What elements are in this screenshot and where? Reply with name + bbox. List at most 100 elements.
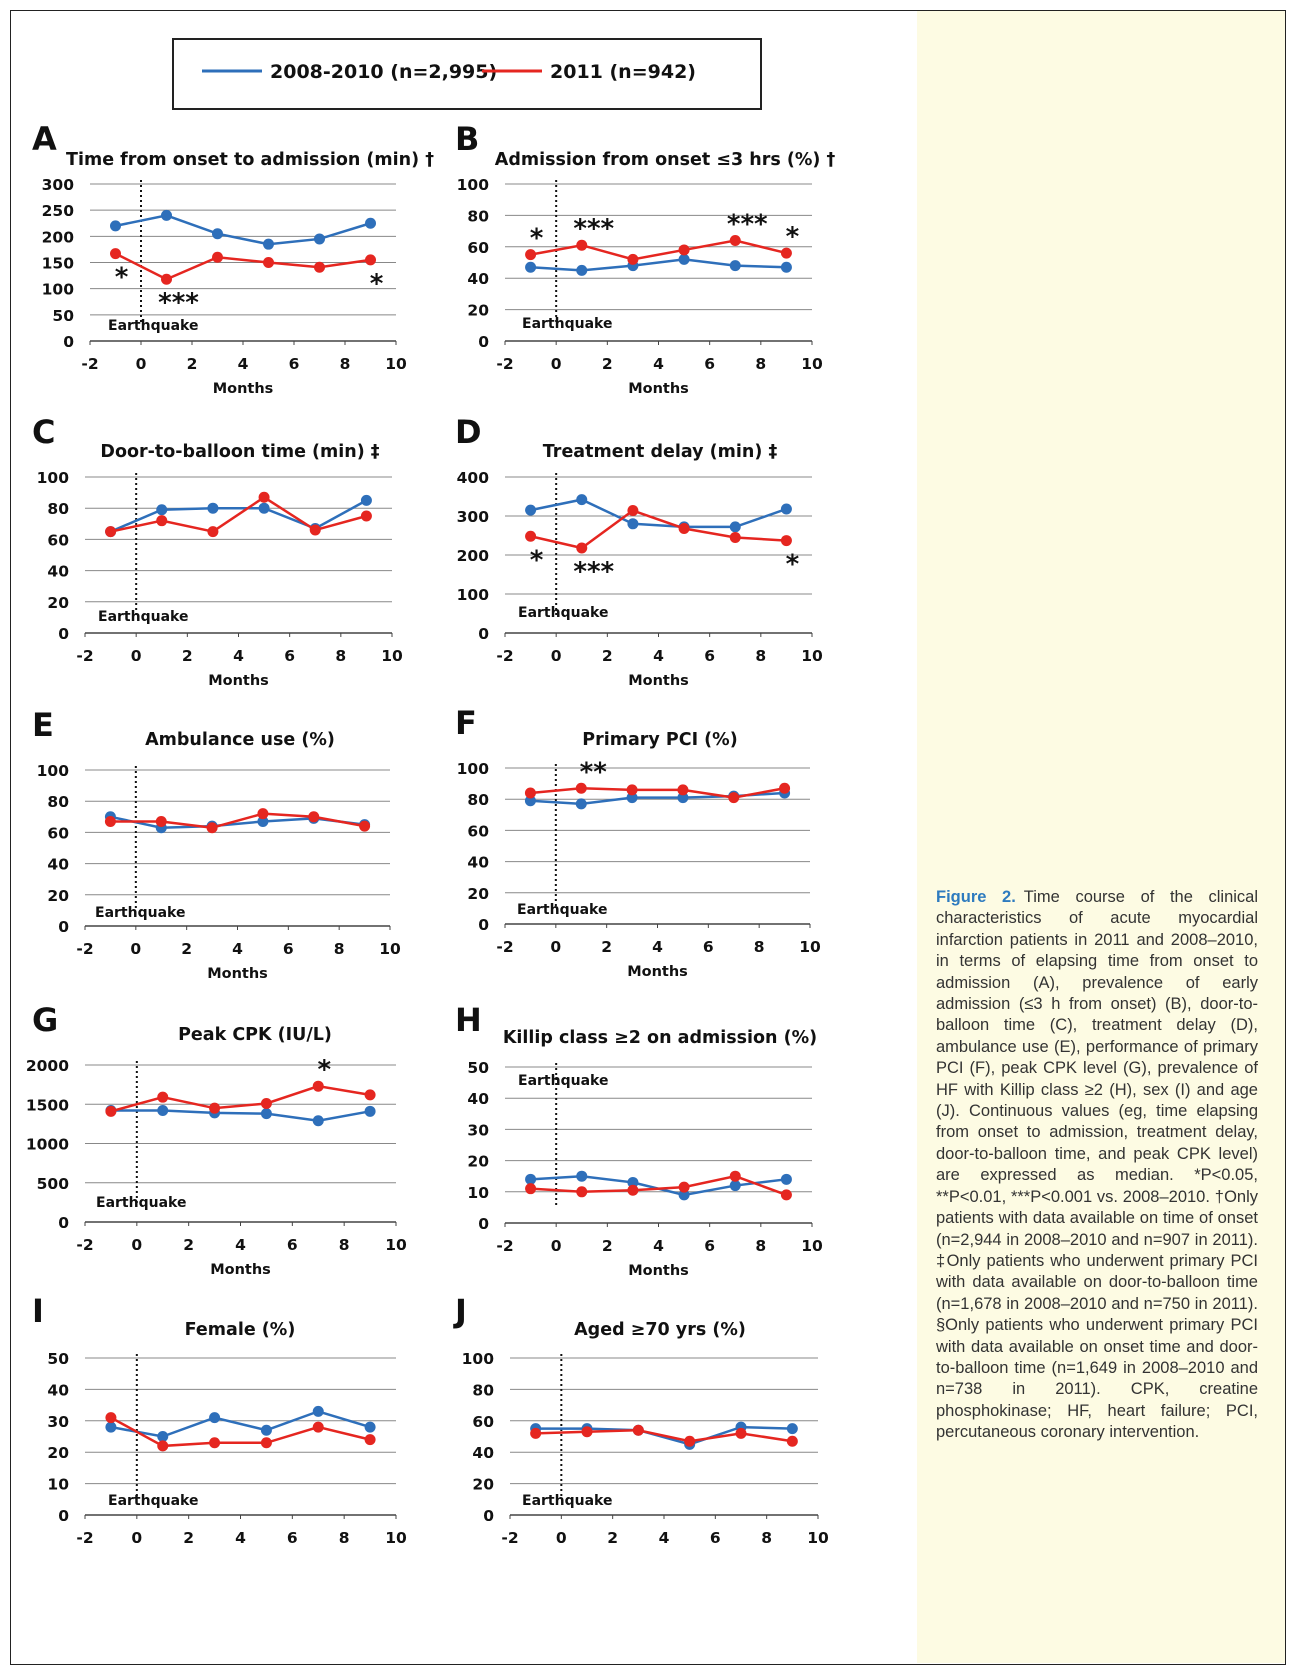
x-tick-label: -2	[81, 355, 98, 373]
significance-marker: *	[786, 222, 800, 252]
y-tick-label: 0	[478, 333, 489, 351]
y-tick-label: 40	[47, 1381, 69, 1399]
data-point	[780, 1189, 792, 1201]
chart-title: Treatment delay (min) ‡	[543, 442, 778, 462]
chart-panel-j: J Aged ≥70 yrs (%) 0 20 40 60 80 100 -2 0 2 4 6 8 10 Ea…	[453, 1292, 829, 1547]
data-point	[207, 502, 219, 514]
data-point	[524, 795, 536, 807]
data-point	[525, 1183, 537, 1195]
x-axis-label: Months	[627, 964, 688, 980]
y-tick-label: 250	[42, 202, 75, 220]
x-tick-label: 0	[130, 940, 141, 958]
data-point	[209, 1437, 221, 1449]
chart-title: Admission from onset ≤3 hrs (%) †	[495, 150, 836, 170]
data-point	[581, 1426, 593, 1438]
earthquake-label: Earthquake	[95, 905, 185, 921]
y-tick-label: 200	[42, 228, 75, 246]
y-tick-label: 80	[47, 793, 69, 811]
panel-letter: F	[455, 704, 477, 742]
x-tick-label: 2	[181, 940, 192, 958]
data-point	[678, 1181, 690, 1193]
data-point	[626, 784, 638, 796]
data-point	[105, 1412, 117, 1424]
y-tick-label: 80	[47, 500, 69, 518]
data-point	[780, 261, 792, 273]
y-tick-label: 1500	[26, 1096, 69, 1114]
x-tick-label: 0	[556, 1529, 567, 1547]
x-tick-label: -2	[496, 355, 513, 373]
data-point	[156, 515, 168, 527]
y-tick-label: 0	[478, 916, 489, 934]
y-tick-label: 40	[47, 856, 69, 874]
data-point	[786, 1435, 798, 1447]
data-point	[110, 220, 121, 232]
y-tick-label: 20	[47, 594, 69, 612]
data-point	[576, 1170, 588, 1182]
x-tick-label: 4	[653, 355, 664, 373]
data-point	[576, 264, 588, 276]
x-tick-label: 8	[340, 355, 351, 373]
earthquake-label: Earthquake	[517, 902, 607, 918]
x-tick-label: 0	[131, 1236, 142, 1254]
y-tick-label: 0	[478, 1215, 489, 1233]
x-tick-label: 2	[182, 647, 193, 665]
x-tick-label: -2	[76, 647, 93, 665]
x-tick-label: 10	[801, 1237, 823, 1255]
x-tick-label: 6	[287, 1236, 298, 1254]
data-point	[263, 257, 274, 268]
y-tick-label: 40	[472, 1444, 494, 1462]
data-point	[677, 792, 689, 804]
y-tick-label: 80	[467, 791, 489, 809]
x-tick-label: 2	[187, 355, 198, 373]
earthquake-label: Earthquake	[518, 605, 608, 621]
data-point	[312, 1080, 324, 1092]
x-tick-label: 8	[755, 647, 766, 665]
data-point	[677, 784, 689, 796]
series-line-2011	[530, 1174, 787, 1197]
data-point	[308, 811, 320, 823]
data-point	[678, 1189, 690, 1201]
data-point	[627, 253, 639, 265]
x-axis-label: Months	[628, 673, 689, 689]
data-point	[627, 1176, 639, 1188]
significance-marker: ***	[573, 214, 614, 244]
y-tick-label: 0	[58, 918, 69, 936]
data-point	[312, 1115, 324, 1127]
earthquake-label: Earthquake	[522, 316, 612, 332]
y-tick-label: 20	[47, 887, 69, 905]
x-tick-label: 4	[238, 355, 249, 373]
data-point	[632, 1424, 644, 1436]
x-tick-label: 4	[653, 647, 664, 665]
x-tick-label: 8	[339, 1236, 350, 1254]
y-tick-label: 20	[472, 1476, 494, 1494]
x-axis-label: Months	[628, 381, 689, 397]
chart-title: Aged ≥70 yrs (%)	[574, 1320, 746, 1340]
earthquake-label: Earthquake	[98, 609, 188, 625]
data-point	[257, 808, 269, 820]
data-point	[209, 1102, 221, 1114]
y-tick-label: 0	[63, 333, 74, 351]
x-tick-label: 8	[755, 355, 766, 373]
data-point	[161, 209, 172, 221]
data-point	[627, 518, 639, 530]
data-point	[729, 531, 741, 543]
x-tick-label: 4	[659, 1529, 670, 1547]
x-tick-label: 8	[754, 938, 765, 956]
data-point	[780, 1173, 792, 1185]
y-tick-label: 150	[42, 255, 75, 273]
significance-marker: *	[530, 224, 544, 254]
data-point	[525, 530, 537, 542]
y-tick-label: 20	[47, 1444, 69, 1462]
x-axis-label: Months	[213, 381, 274, 397]
data-point	[576, 542, 588, 554]
data-point	[364, 1421, 376, 1433]
caption-text: Time course of the clinical characterist…	[936, 888, 1259, 1442]
y-tick-label: 60	[47, 531, 69, 549]
data-point	[729, 1180, 741, 1192]
data-point	[575, 798, 587, 810]
data-point	[207, 526, 219, 538]
legend-label-2011: 2011 (n=942)	[550, 61, 696, 83]
data-point	[364, 1089, 376, 1101]
x-tick-label: 6	[287, 1529, 298, 1547]
